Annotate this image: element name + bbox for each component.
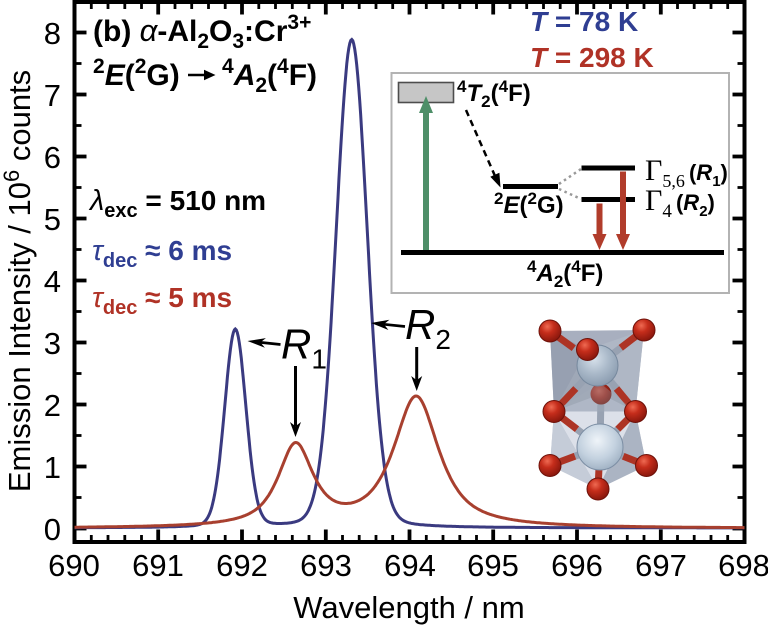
svg-text:695: 695 bbox=[467, 548, 519, 583]
svg-text:T = 298 K: T = 298 K bbox=[530, 42, 654, 73]
svg-text:693: 693 bbox=[300, 548, 352, 583]
svg-text:4A2(4F): 4A2(4F) bbox=[527, 257, 603, 291]
svg-text:2E(2G): 2E(2G) bbox=[93, 55, 180, 92]
svg-text:697: 697 bbox=[635, 548, 687, 583]
svg-text:3: 3 bbox=[44, 326, 61, 361]
svg-text:2E(2G): 2E(2G) bbox=[494, 189, 564, 219]
svg-text:694: 694 bbox=[384, 548, 436, 583]
svg-text:6: 6 bbox=[44, 140, 61, 175]
svg-text:696: 696 bbox=[551, 548, 603, 583]
svg-text:Γ5,6 (R1): Γ5,6 (R1) bbox=[645, 154, 728, 191]
svg-text:0: 0 bbox=[44, 512, 61, 547]
svg-text:5: 5 bbox=[44, 202, 61, 237]
svg-text:Emission Intensity / 106 count: Emission Intensity / 106 counts bbox=[0, 70, 37, 492]
svg-text:4A2(4F): 4A2(4F) bbox=[222, 55, 317, 97]
svg-text:T = 78 K: T = 78 K bbox=[530, 6, 638, 37]
svg-text:τdec ≈ 6 ms: τdec ≈ 6 ms bbox=[92, 235, 232, 272]
svg-text:τdec ≈ 5 ms: τdec ≈ 5 ms bbox=[92, 282, 232, 319]
svg-text:691: 691 bbox=[132, 548, 184, 583]
svg-text:698: 698 bbox=[718, 548, 768, 583]
svg-text:4: 4 bbox=[44, 264, 61, 299]
svg-text:4T2(4F): 4T2(4F) bbox=[457, 77, 531, 111]
svg-text:690: 690 bbox=[48, 548, 100, 583]
svg-text:λexc = 510 nm: λexc = 510 nm bbox=[88, 185, 266, 222]
svg-text:2: 2 bbox=[44, 388, 61, 423]
svg-text:692: 692 bbox=[216, 548, 268, 583]
svg-text:1: 1 bbox=[44, 450, 61, 485]
svg-text:8: 8 bbox=[44, 16, 61, 51]
svg-text:7: 7 bbox=[44, 78, 61, 113]
svg-text:Wavelength / nm: Wavelength / nm bbox=[293, 590, 524, 625]
